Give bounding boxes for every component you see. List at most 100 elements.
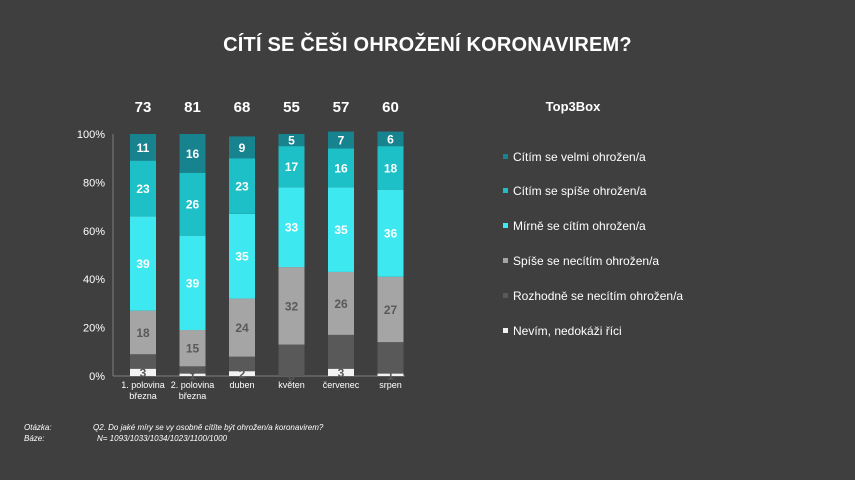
data-label: 0 xyxy=(288,370,295,384)
top3box-value: 68 xyxy=(234,99,251,116)
bar-segment xyxy=(328,271,354,335)
y-tick-label: 80% xyxy=(83,177,105,189)
bar-segment xyxy=(328,187,354,272)
bar-segment xyxy=(377,131,404,147)
data-label: 32 xyxy=(285,299,299,313)
bar-segment xyxy=(229,136,255,159)
legend-swatch xyxy=(503,223,508,229)
bar-segment xyxy=(179,330,206,367)
legend-swatch xyxy=(503,258,508,264)
bar-segment xyxy=(278,267,305,345)
data-label: 1 xyxy=(189,368,196,382)
legend-title: Top3Box xyxy=(545,99,601,114)
legend-label: Cítím se spíše ohrožen/a xyxy=(513,184,647,198)
bar-segment xyxy=(278,187,305,268)
legend-label: Nevím, nedokáži říci xyxy=(513,324,622,338)
x-tick-label: 1. polovina xyxy=(121,380,165,390)
x-tick-label: 2. polovina xyxy=(171,380,215,390)
bar-segment xyxy=(229,371,255,376)
data-label: 9 xyxy=(239,141,246,155)
top3box-value: 60 xyxy=(382,99,399,116)
legend-swatch xyxy=(503,293,508,299)
data-label: 35 xyxy=(235,250,249,264)
bar-segment xyxy=(130,216,156,311)
data-label: 11 xyxy=(137,141,150,155)
bar-segment xyxy=(130,368,156,376)
data-label: 23 xyxy=(235,180,249,194)
x-tick-label: červenec xyxy=(323,380,360,390)
data-label: 3 xyxy=(338,366,345,380)
top3box-value: 73 xyxy=(135,99,152,116)
bar-segment xyxy=(278,146,305,188)
x-tick-label: března xyxy=(179,391,207,401)
data-label: 36 xyxy=(384,227,398,241)
bar-segment xyxy=(229,158,255,214)
bar-segment xyxy=(278,134,305,147)
data-label: 5 xyxy=(288,134,295,148)
data-label: 13 xyxy=(285,354,299,368)
base-text: N= 1093/1033/1034/1023/1100/1000 xyxy=(97,434,227,443)
data-label: 27 xyxy=(384,303,398,317)
data-label: 15 xyxy=(186,342,200,356)
data-label: 7 xyxy=(338,134,345,148)
bar-segment xyxy=(377,342,404,374)
data-label: 6 xyxy=(239,357,246,371)
data-label: 39 xyxy=(186,276,200,290)
data-label: 14 xyxy=(334,345,348,359)
data-label: 17 xyxy=(285,160,299,174)
data-label: 3 xyxy=(189,363,196,377)
top3box-value: 55 xyxy=(283,99,300,116)
legend-swatch xyxy=(503,188,508,194)
data-label: 1 xyxy=(387,368,394,382)
bar-segment xyxy=(130,354,156,369)
bar-segment xyxy=(130,134,156,161)
bar-segment xyxy=(229,213,255,299)
legend-item: Spíše se necítím ohrožen/a xyxy=(503,254,659,268)
bar-segment xyxy=(328,148,354,188)
y-tick-label: 0% xyxy=(89,371,105,383)
y-tick-label: 60% xyxy=(83,226,105,238)
legend-item: Rozhodně se necítím ohrožen/a xyxy=(503,289,683,303)
data-label: 16 xyxy=(186,147,200,161)
question-text: Q2. Do jaké míry se vy osobně cítíte být… xyxy=(93,423,324,432)
data-label: 13 xyxy=(384,351,398,365)
bar-segment xyxy=(179,172,206,236)
x-tick-label: duben xyxy=(229,380,254,390)
data-label: 18 xyxy=(384,161,398,175)
bar-segment xyxy=(130,160,156,217)
x-tick-label: března xyxy=(129,391,157,401)
bar-segment xyxy=(377,373,404,376)
legend-label: Cítím se velmi ohrožen/a xyxy=(513,150,646,164)
bar-segment xyxy=(377,189,404,277)
bar-segment xyxy=(328,131,354,149)
data-label: 26 xyxy=(186,198,200,212)
legend-swatch xyxy=(503,328,508,334)
data-label: 23 xyxy=(136,182,150,196)
y-tick-label: 40% xyxy=(83,274,105,286)
bar-segment xyxy=(229,298,255,357)
x-tick-label: srpen xyxy=(379,380,402,390)
bar-segment xyxy=(377,276,404,343)
legend-label: Rozhodně se necítím ohrožen/a xyxy=(513,289,684,303)
bar-segment xyxy=(328,334,354,369)
data-label: 39 xyxy=(136,257,150,271)
legend-item: Nevím, nedokáži říci xyxy=(503,324,622,338)
legend-swatch xyxy=(503,154,508,160)
data-label: 18 xyxy=(136,326,150,340)
bar-segment xyxy=(130,310,156,355)
data-label: 3 xyxy=(140,366,147,380)
legend-item: Mírně se cítím ohrožen/a xyxy=(503,219,646,233)
y-tick-label: 100% xyxy=(77,129,105,141)
data-label: 24 xyxy=(235,321,249,335)
bar-segment xyxy=(179,373,206,376)
bar-segment xyxy=(229,356,255,372)
data-label: 6 xyxy=(140,355,147,369)
legend-item: Cítím se velmi ohrožen/a xyxy=(503,150,646,164)
data-label: 33 xyxy=(285,221,299,235)
bar-segment xyxy=(377,146,404,190)
base-label: Báze: xyxy=(24,434,45,443)
bar-segment xyxy=(179,235,206,331)
legend-item: Cítím se spíše ohrožen/a xyxy=(503,184,646,198)
legend-label: Spíše se necítím ohrožen/a xyxy=(513,254,660,268)
